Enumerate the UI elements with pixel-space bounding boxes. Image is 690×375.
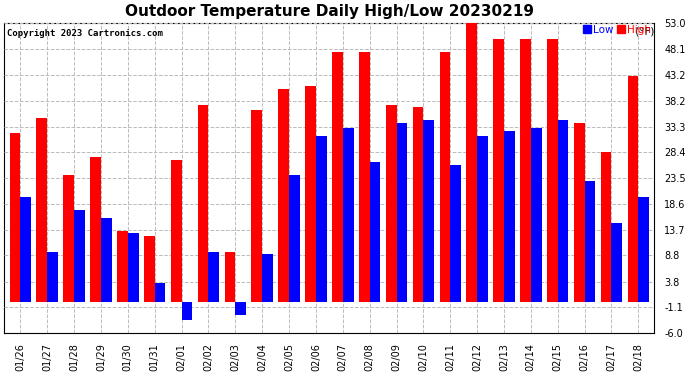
Bar	[397, 123, 407, 302]
Bar	[289, 176, 299, 302]
Bar	[493, 39, 504, 302]
Bar	[343, 128, 353, 302]
Title: Outdoor Temperature Daily High/Low 20230219: Outdoor Temperature Daily High/Low 20230…	[125, 4, 534, 19]
Bar	[466, 23, 477, 302]
Bar	[197, 105, 208, 302]
Bar	[117, 231, 128, 302]
Bar	[74, 210, 85, 302]
Bar	[37, 118, 47, 302]
Bar	[171, 160, 181, 302]
Bar	[90, 157, 101, 302]
Bar	[278, 89, 289, 302]
Bar	[520, 39, 531, 302]
Bar	[611, 223, 622, 302]
Bar	[359, 52, 370, 302]
Bar	[574, 123, 584, 302]
Bar	[370, 162, 380, 302]
Bar	[424, 120, 434, 302]
Bar	[386, 105, 397, 302]
Bar	[251, 110, 262, 302]
Bar	[558, 120, 569, 302]
Bar	[128, 233, 139, 302]
Bar	[63, 176, 74, 302]
Bar	[477, 136, 488, 302]
Bar	[305, 86, 316, 302]
Bar	[440, 52, 451, 302]
Bar	[547, 39, 558, 302]
Bar	[584, 181, 595, 302]
Bar	[181, 302, 193, 320]
Bar	[10, 134, 20, 302]
Text: Copyright 2023 Cartronics.com: Copyright 2023 Cartronics.com	[8, 29, 164, 38]
Bar	[316, 136, 326, 302]
Bar	[155, 283, 166, 302]
Bar	[101, 217, 112, 302]
Bar	[638, 196, 649, 302]
Bar	[47, 252, 58, 302]
Bar	[628, 76, 638, 302]
Bar	[224, 252, 235, 302]
Bar	[601, 152, 611, 302]
Bar	[208, 252, 219, 302]
Legend: Low, High: Low, High	[583, 25, 651, 34]
Bar	[262, 254, 273, 302]
Bar	[235, 302, 246, 315]
Bar	[504, 131, 515, 302]
Bar	[531, 128, 542, 302]
Bar	[451, 165, 461, 302]
Bar	[144, 236, 155, 302]
Text: (°F): (°F)	[632, 26, 655, 36]
Bar	[20, 196, 31, 302]
Bar	[413, 107, 424, 302]
Bar	[332, 52, 343, 302]
